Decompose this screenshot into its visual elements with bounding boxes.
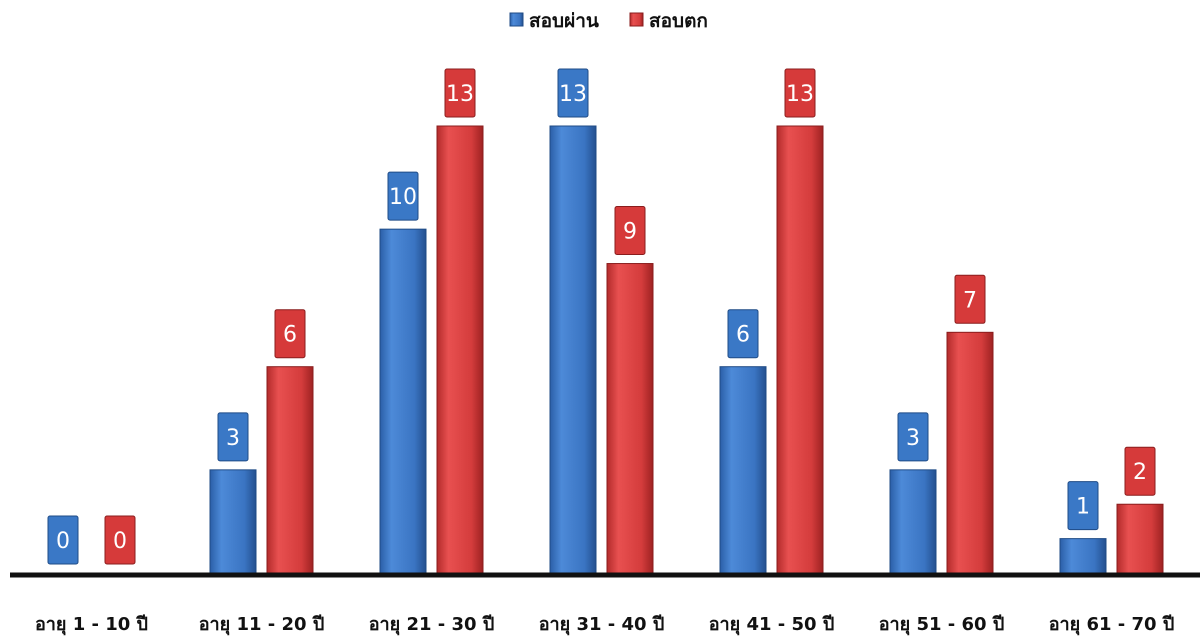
bar-pass-5 [889,469,937,574]
legend-label-pass: สอบผ่าน [529,10,599,32]
category-label-5: อายุ 51 - 60 ปี [879,614,1005,636]
bar-pass-1 [209,469,257,574]
value-box-pass-3 [557,68,589,118]
value-label-fail-0: 0 [113,529,127,554]
value-box-pass-4 [727,309,759,359]
bar-fail-5 [946,331,994,574]
value-box-fail-4 [784,68,816,118]
legend-swatch-fail [629,12,644,27]
value-box-fail-2 [444,68,476,118]
value-label-pass-2: 10 [389,185,417,210]
bar-fail-3 [606,263,654,574]
value-label-pass-5: 3 [906,426,920,451]
category-label-1: อายุ 11 - 20 ปี [199,614,325,636]
category-label-0: อายุ 1 - 10 ปี [35,614,148,636]
value-label-fail-2: 13 [446,82,474,107]
value-box-fail-3 [614,206,646,256]
value-box-pass-0 [47,515,79,565]
bar-fail-1 [266,366,314,574]
bar-fail-6 [1116,503,1164,574]
value-label-fail-3: 9 [623,220,637,245]
value-box-pass-6 [1067,481,1099,531]
value-box-pass-5 [897,412,929,462]
category-label-3: อายุ 31 - 40 ปี [539,614,665,636]
value-label-fail-4: 13 [786,82,814,107]
category-labels-group: อายุ 1 - 10 ปี อายุ 11 - 20 ปี อายุ 21 - 3… [35,614,1174,636]
value-label-fail-6: 2 [1133,460,1147,485]
value-label-fail-5: 7 [963,288,977,313]
value-label-pass-4: 6 [736,323,750,348]
value-label-pass-0: 0 [56,529,70,554]
value-box-fail-0 [104,515,136,565]
legend-swatch-pass [509,12,524,27]
legend: สอบผ่าน สอบตก [509,10,708,32]
bar-pass-3 [549,125,597,574]
value-labels-group: 0 0 3 6 10 13 13 9 6 13 3 7 1 2 [47,68,1156,565]
value-label-pass-3: 13 [559,82,587,107]
bar-pass-6 [1059,538,1107,574]
bar-pass-2 [379,228,427,574]
bar-pass-4 [719,366,767,574]
bars-group [209,125,1164,574]
category-label-4: อายุ 41 - 50 ปี [709,614,835,636]
category-label-2: อายุ 21 - 30 ปี [369,614,495,636]
bar-fail-2 [436,125,484,574]
value-label-fail-1: 6 [283,323,297,348]
category-label-6: อายุ 61 - 70 ปี [1049,614,1175,636]
value-label-pass-6: 1 [1076,495,1090,520]
value-label-pass-1: 3 [226,426,240,451]
value-box-pass-1 [217,412,249,462]
value-box-pass-2 [387,171,419,221]
legend-label-fail: สอบตก [649,10,708,32]
value-box-fail-1 [274,309,306,359]
value-box-fail-5 [954,274,986,324]
value-box-fail-6 [1124,446,1156,496]
bar-fail-4 [776,125,824,574]
